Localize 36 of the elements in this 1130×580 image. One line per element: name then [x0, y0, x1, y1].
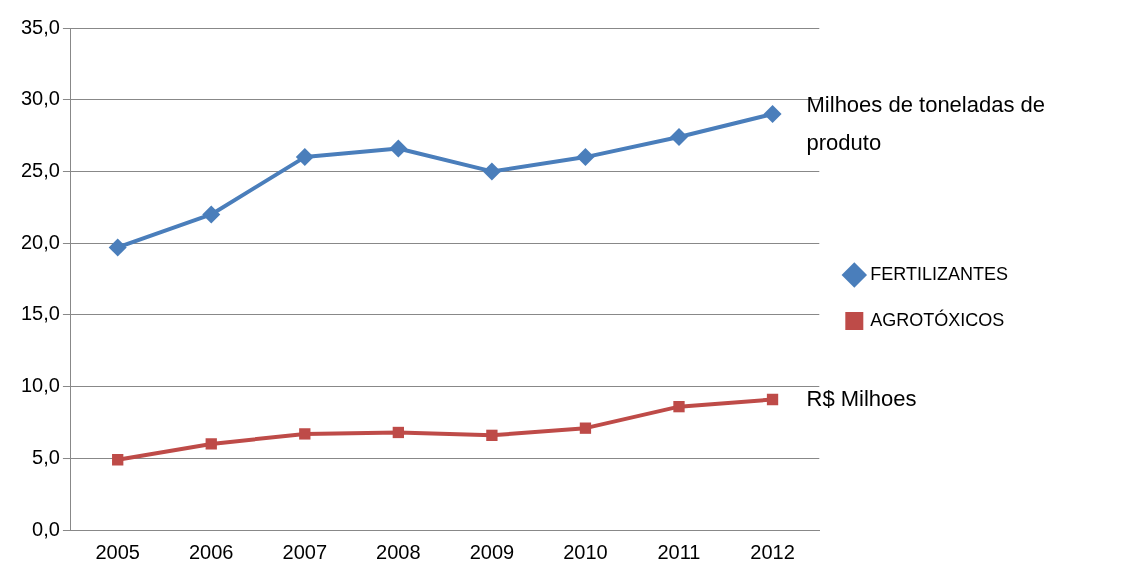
- point: [482, 162, 501, 181]
- y-tick-label: 25,0: [20, 158, 60, 181]
- point: [299, 428, 311, 440]
- y-tick-label: 15,0: [20, 302, 60, 325]
- point: [579, 422, 592, 434]
- y-tick-label: 35,0: [20, 15, 60, 38]
- point: [112, 454, 124, 466]
- point: [669, 128, 688, 147]
- point: [108, 238, 127, 257]
- point: [673, 401, 685, 413]
- point: [202, 205, 221, 224]
- x-tick-label: 2012: [750, 540, 795, 563]
- point: [576, 148, 595, 167]
- point: [766, 393, 779, 406]
- y-tick-label: 10,0: [20, 374, 60, 397]
- y-tick-label: 0,0: [32, 517, 60, 540]
- annotation: Milhoes de toneladas de produto: [806, 92, 1046, 156]
- y-tick-label: 30,0: [20, 87, 60, 110]
- x-tick-label: 2006: [189, 540, 234, 563]
- legend-label: AGROTÓXICOS: [870, 308, 1005, 330]
- y-tick-label: 20,0: [20, 230, 60, 253]
- point: [389, 139, 408, 158]
- point: [486, 429, 498, 441]
- x-tick-label: 2011: [657, 540, 701, 563]
- point: [392, 426, 404, 439]
- x-tick-label: 2010: [563, 540, 608, 563]
- x-tick-label: 2008: [376, 540, 421, 563]
- x-tick-label: 2005: [95, 540, 140, 563]
- x-tick-label: 2007: [282, 540, 328, 563]
- annotation: R$ Milhoes: [806, 385, 917, 411]
- legend-label: FERTILIZANTES: [870, 263, 1009, 284]
- y-tick-label: 5,0: [32, 445, 60, 468]
- point: [763, 105, 782, 124]
- x-tick-label: 2009: [469, 540, 515, 563]
- point: [295, 148, 314, 167]
- point: [205, 438, 217, 450]
